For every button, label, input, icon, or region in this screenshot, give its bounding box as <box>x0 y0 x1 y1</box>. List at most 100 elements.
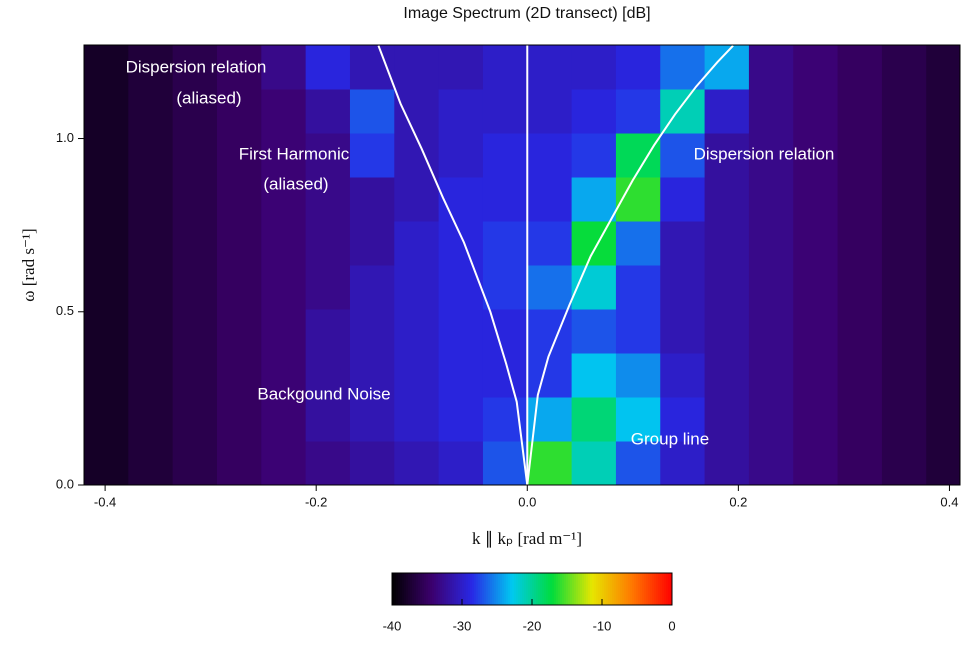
heatmap-cell <box>216 441 262 485</box>
heatmap-cell <box>394 441 440 485</box>
annotation: Dispersion relation <box>694 144 835 163</box>
heatmap-cell <box>527 221 573 266</box>
heatmap-cell <box>615 309 661 354</box>
heatmap-cell <box>615 89 661 134</box>
colorbar-swatch <box>492 573 495 605</box>
colorbar-swatch <box>630 573 633 605</box>
colorbar-swatch <box>558 573 561 605</box>
heatmap-cell <box>438 221 484 266</box>
heatmap-cell <box>216 89 262 134</box>
x-tick-label: 0.2 <box>729 494 747 509</box>
heatmap-cell <box>261 45 307 90</box>
colorbar-swatch <box>436 573 439 605</box>
heatmap-cell <box>128 265 174 310</box>
heatmap-cell <box>216 177 262 222</box>
colorbar-tick-label: 0 <box>668 618 675 633</box>
heatmap-cell <box>660 265 706 310</box>
colorbar-swatch <box>516 573 519 605</box>
heatmap-cell <box>527 265 573 310</box>
heatmap-cell <box>482 89 528 134</box>
heatmap-cell <box>261 133 307 178</box>
heatmap-cell <box>748 133 794 178</box>
colorbar-swatch <box>592 573 595 605</box>
colorbar-swatch <box>506 573 509 605</box>
heatmap-cell <box>438 89 484 134</box>
colorbar-swatch <box>640 573 643 605</box>
x-tick-label: 0.0 <box>518 494 536 509</box>
colorbar-swatch <box>432 573 435 605</box>
colorbar-swatch <box>514 573 517 605</box>
plot-frame <box>83 44 961 486</box>
colorbar-swatch <box>598 573 601 605</box>
colorbar-swatch <box>624 573 627 605</box>
colorbar-tick-label: -10 <box>593 618 612 633</box>
heatmap-cell <box>84 397 129 442</box>
heatmap-cell <box>748 309 794 354</box>
heatmap-cell <box>84 221 129 266</box>
heatmap-cell <box>660 177 706 222</box>
colorbar-swatch <box>462 573 465 605</box>
heatmap-cell <box>438 177 484 222</box>
heatmap-cell <box>748 177 794 222</box>
heatmap-cell <box>926 441 960 485</box>
colorbar-swatch <box>548 573 551 605</box>
y-tick-label: 0.0 <box>56 476 74 491</box>
colorbar-swatch <box>644 573 647 605</box>
colorbar-swatch <box>454 573 457 605</box>
heatmap-cell <box>527 353 573 398</box>
heatmap-cell <box>793 309 839 354</box>
x-axis-label: k ∥ kₚ [rad m⁻¹] <box>472 529 582 548</box>
heatmap-cell <box>172 353 218 398</box>
colorbar-swatch <box>406 573 409 605</box>
colorbar-swatch <box>408 573 411 605</box>
colorbar-swatch <box>416 573 419 605</box>
heatmap-cell <box>216 133 262 178</box>
heatmap-cell <box>571 309 617 354</box>
heatmap-cell <box>748 353 794 398</box>
heatmap-cell <box>172 133 218 178</box>
colorbar-swatch <box>646 573 649 605</box>
colorbar-swatch <box>444 573 447 605</box>
colorbar-swatch <box>534 573 537 605</box>
heatmap-cell <box>128 397 174 442</box>
heatmap-cell <box>172 309 218 354</box>
colorbar-swatch <box>512 573 515 605</box>
heatmap-cell <box>394 89 440 134</box>
heatmap-cell <box>84 353 129 398</box>
colorbar-swatch <box>626 573 629 605</box>
curves <box>377 45 734 485</box>
colorbar-swatch <box>600 573 603 605</box>
heatmap-cell <box>926 397 960 442</box>
colorbar-swatch <box>476 573 479 605</box>
colorbar-swatch <box>604 573 607 605</box>
heatmap-cell <box>216 45 262 90</box>
heatmap-cell <box>305 221 351 266</box>
heatmap-cell <box>571 397 617 442</box>
colorbar-swatch <box>636 573 639 605</box>
colorbar-swatch <box>532 573 535 605</box>
colorbar-swatch <box>664 573 667 605</box>
heatmap-cell <box>837 177 883 222</box>
heatmap-cell <box>748 221 794 266</box>
heatmap-cell <box>837 45 883 90</box>
heatmap-cell <box>926 309 960 354</box>
heatmap-cell <box>660 353 706 398</box>
colorbar-swatch <box>574 573 577 605</box>
heatmap-cell <box>837 441 883 485</box>
heatmap-cell <box>660 309 706 354</box>
heatmap-cell <box>261 265 307 310</box>
colorbar-swatch <box>542 573 545 605</box>
heatmap-cell <box>128 89 174 134</box>
colorbar-swatch <box>666 573 669 605</box>
heatmap-cell <box>261 177 307 222</box>
heatmap-cell <box>305 89 351 134</box>
colorbar-swatch <box>410 573 413 605</box>
heatmap-cell <box>84 309 129 354</box>
heatmap-cell <box>349 397 395 442</box>
colorbar-swatch <box>620 573 623 605</box>
heatmap-cell <box>84 45 129 90</box>
heatmap-cell <box>438 353 484 398</box>
heatmap-cell <box>748 89 794 134</box>
annotation: Dispersion relation <box>126 57 267 76</box>
